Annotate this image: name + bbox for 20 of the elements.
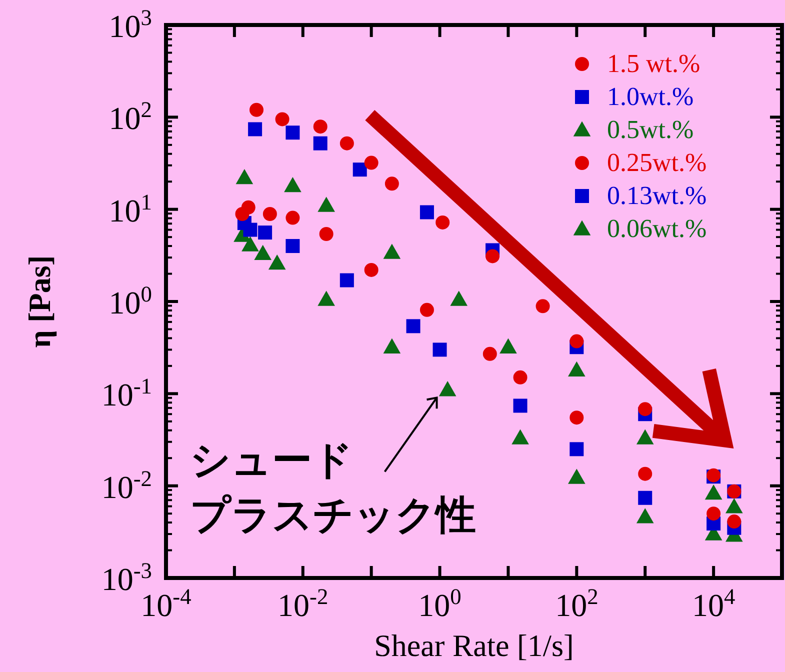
legend-label: 0.06wt.% [607,214,707,243]
annotation: シュードプラスチック性 [190,438,476,539]
y-tick-label: 10$^{1}$ [108,188,152,228]
x-tick-label: 10$^{2}$ [555,584,598,623]
x-axis-title: Shear Rate [1/s] [374,628,574,663]
y-tick-label: 10$^{-2}$ [101,465,152,505]
x-tick-label: 10$^{-2}$ [278,584,328,623]
x-tick-label: 10$^{4}$ [692,584,736,623]
y-tick-label: 10$^{2}$ [108,96,152,136]
legend-label: 1.0wt.% [607,82,694,111]
y-tick-label: 10$^{3}$ [108,4,152,44]
y-tick-label: 10$^{-1}$ [101,373,152,413]
legend-label: 1.5 wt.% [607,49,700,78]
y-tick-label: 10$^{0}$ [108,281,152,320]
legend-label: 0.25wt.% [607,148,707,177]
x-tick-label: 10$^{-4}$ [140,584,192,623]
x-tick-label: 10$^{0}$ [418,584,462,623]
y-axis-title: η [Pas] [22,255,57,348]
legend-label: 0.5wt.% [607,115,694,144]
legend-label: 0.13wt.% [607,181,707,210]
